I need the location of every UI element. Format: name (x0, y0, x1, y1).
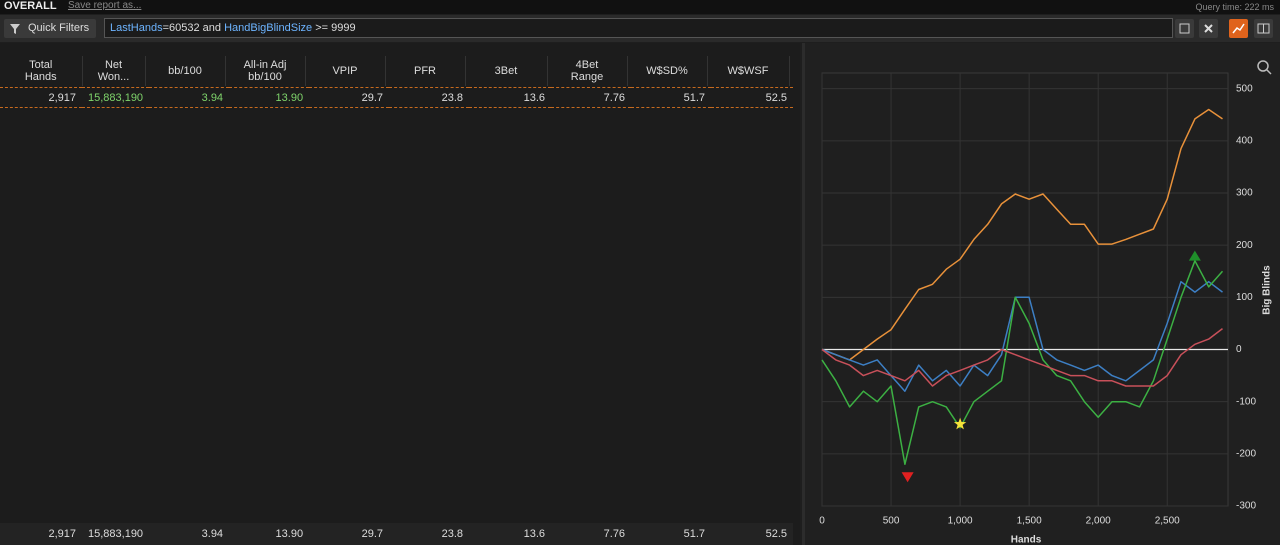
clear-filter-button[interactable] (1199, 19, 1218, 38)
table-cell: 7.76 (551, 87, 632, 108)
y-tick-label: 100 (1236, 292, 1253, 303)
layout-icon (1257, 23, 1270, 34)
filter-text: >= 9999 (312, 22, 356, 34)
top-bar (0, 0, 1280, 14)
column-header[interactable]: Net Won... (82, 56, 146, 86)
y-tick-label: -300 (1236, 501, 1256, 512)
column-header-text: W$SD% (646, 65, 688, 77)
column-header-text: All-in Adj (243, 59, 287, 71)
total-cell: 15,883,190 (82, 523, 150, 545)
column-header-text: 3Bet (494, 65, 518, 77)
plot-area (821, 72, 1229, 507)
total-cell: 7.76 (551, 523, 632, 545)
table-cell: 15,883,190 (82, 87, 150, 108)
clear-icon (1204, 24, 1213, 33)
table-cell: 3.94 (149, 87, 230, 108)
x-tick-label: 0 (819, 516, 825, 527)
column-header[interactable]: 4Bet Range (547, 56, 628, 86)
x-axis-title: Hands (1011, 535, 1042, 545)
y-tick-label: -200 (1236, 448, 1256, 459)
table-cell: 52.5 (711, 87, 794, 108)
table-cell: 29.7 (309, 87, 390, 108)
column-header-text: Won... (97, 71, 130, 83)
x-tick-label: 500 (883, 516, 900, 527)
column-header-text: Net (104, 59, 123, 71)
total-cell: 51.7 (631, 523, 712, 545)
save-icon (1179, 23, 1190, 34)
query-time: Query time: 222 ms (1195, 2, 1274, 12)
series-line (821, 328, 1223, 387)
splitter[interactable] (802, 43, 805, 545)
table-body: 2,917 15,883,190 3.94 13.90 29.7 23.8 13.6 7.76… (0, 87, 794, 108)
column-header[interactable]: W$SD% (627, 56, 708, 86)
column-header[interactable]: W$WSF (707, 56, 790, 86)
column-header[interactable]: VPIP (305, 56, 386, 86)
quick-filters-button[interactable]: Quick Filters (4, 19, 96, 38)
zoom-icon[interactable] (1257, 60, 1272, 75)
table-cell: 51.7 (631, 87, 712, 108)
chart-toggle-button[interactable] (1229, 19, 1248, 38)
column-header-text: Hands (24, 71, 57, 83)
column-header-text: Total (29, 59, 53, 71)
x-tick-label: 2,000 (1086, 516, 1111, 527)
x-tick-label: 1,000 (948, 516, 973, 527)
y-tick-label: -100 (1236, 396, 1256, 407)
filter-field: HandBigBlindSize (224, 22, 313, 34)
column-header[interactable]: Total Hands (0, 56, 83, 86)
column-header[interactable]: 3Bet (465, 56, 548, 86)
stats-panel (0, 43, 800, 545)
total-cell: 29.7 (309, 523, 390, 545)
filter-icon (10, 24, 20, 34)
x-tick-label: 2,500 (1155, 516, 1180, 527)
y-tick-label: 500 (1236, 83, 1253, 94)
filter-input[interactable]: LastHands=60532 and HandBigBlindSize >= … (104, 18, 1173, 38)
marker (953, 417, 967, 430)
total-cell: 3.94 (149, 523, 230, 545)
y-tick-label: 200 (1236, 240, 1253, 251)
column-header-text: Range (570, 71, 604, 83)
column-header[interactable]: bb/100 (145, 56, 226, 86)
column-header[interactable]: All-in Adj bb/100 (225, 56, 306, 86)
series-line (821, 260, 1224, 466)
y-tick-label: 0 (1236, 344, 1242, 355)
table-cell: 13.90 (229, 87, 310, 108)
column-header-text: 4Bet (575, 59, 599, 71)
total-cell: 52.5 (711, 523, 794, 545)
y-tick-label: 300 (1236, 188, 1253, 199)
column-header-text: W$WSF (727, 65, 769, 77)
save-filter-button[interactable] (1175, 19, 1194, 38)
table-cell: 13.6 (469, 87, 552, 108)
layout-toggle-button[interactable] (1254, 19, 1273, 38)
table-footer: 2,917 15,883,190 3.94 13.90 29.7 23.8 13.6 7.76… (0, 523, 794, 545)
series-line (821, 280, 1223, 392)
total-cell: 13.90 (229, 523, 310, 545)
chart-icon (1232, 23, 1245, 34)
column-header-text: bb/100 (248, 71, 282, 83)
y-axis-title: Big Blinds (1262, 265, 1273, 315)
series-line (821, 108, 1223, 361)
total-cell: 2,917 (0, 523, 82, 545)
table-cell: 2,917 (0, 87, 82, 108)
marker (901, 472, 914, 483)
x-tick-label: 1,500 (1017, 516, 1042, 527)
marker (1188, 250, 1201, 261)
table-header: Total Hands Net Won... bb/100 All-in Adj bb/10… (0, 56, 790, 86)
save-link[interactable]: Save report as... (68, 0, 142, 11)
column-header-text: PFR (414, 65, 436, 77)
table-row: 2,917 15,883,190 3.94 13.90 29.7 23.8 13.6 7.76… (0, 87, 794, 108)
filter-field: LastHands (110, 22, 163, 34)
column-header-text: VPIP (332, 65, 358, 77)
column-header[interactable]: PFR (385, 56, 466, 86)
report-title: OVERALL (4, 0, 57, 12)
table-cell: 23.8 (389, 87, 470, 108)
total-cell: 13.6 (469, 523, 552, 545)
filter-text: =60532 and (162, 22, 225, 34)
column-header-text: bb/100 (168, 65, 202, 77)
total-cell: 23.8 (389, 523, 470, 545)
quick-filters-label: Quick Filters (28, 22, 90, 34)
y-tick-label: 400 (1236, 135, 1253, 146)
